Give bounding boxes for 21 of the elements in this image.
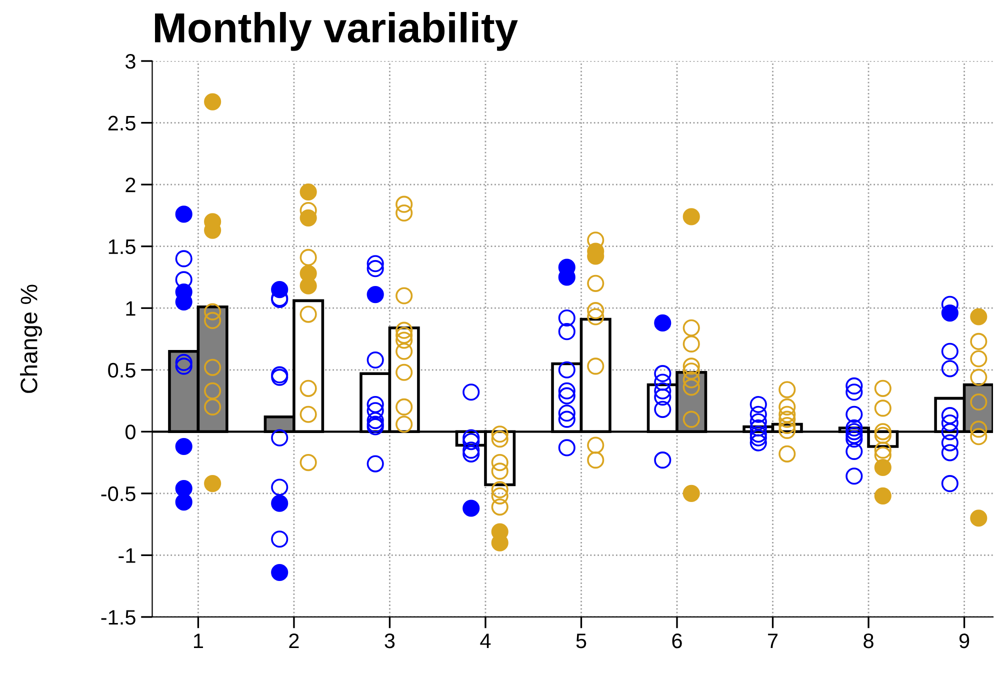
x-tick-label: 8 (864, 634, 874, 648)
y-tick-label: 3 (125, 54, 136, 69)
y-tick-label: 0 (125, 424, 136, 440)
y-tick-label: -1 (118, 548, 136, 563)
x-tick-label: 3 (384, 634, 395, 648)
y-tick-label: 1 (126, 301, 136, 316)
y-axis-title: Change % (20, 284, 42, 393)
chart-title: Monthly variability (155, 12, 518, 51)
y-tick-label: -0.5 (101, 486, 136, 502)
x-tick-label: 1 (194, 634, 203, 648)
x-tick-label: 5 (576, 634, 586, 648)
y-tick-label: -1.5 (101, 610, 136, 625)
x-tick-label: 6 (672, 634, 682, 648)
y-tick-label: 0.5 (108, 362, 136, 378)
y-tick-label: 1.5 (108, 240, 136, 254)
y-tick-label: 2 (126, 178, 136, 192)
x-tick-label: 9 (959, 634, 970, 648)
y-tick-label: 2.5 (108, 116, 136, 131)
x-tick-label: 7 (768, 634, 778, 648)
x-tick-label: 4 (480, 634, 491, 648)
x-tick-label: 2 (289, 634, 299, 648)
